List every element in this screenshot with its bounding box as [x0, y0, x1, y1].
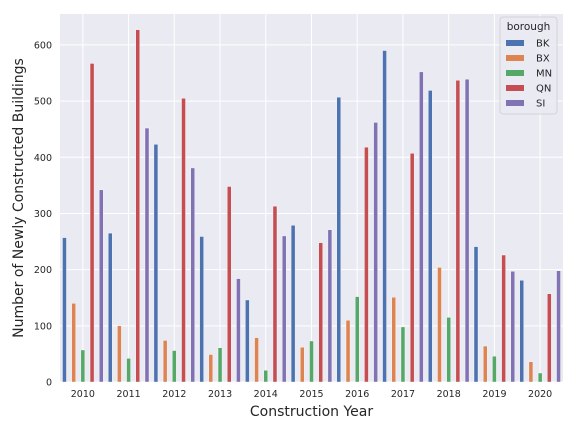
- bar-qn-2015: [318, 242, 323, 383]
- legend-label-qn: QN: [536, 84, 551, 95]
- bar-bk-2020: [519, 280, 524, 383]
- bar-bk-2013: [199, 236, 204, 383]
- x-tick-label: 2014: [254, 389, 278, 400]
- x-tick-label: 2011: [116, 389, 140, 400]
- legend-label-si: SI: [536, 99, 545, 110]
- bars: [62, 29, 561, 383]
- x-tick-label: 2017: [391, 389, 415, 400]
- legend-swatch-qn: [506, 85, 524, 91]
- grid-lines: [60, 14, 563, 383]
- bar-qn-2016: [364, 146, 369, 383]
- y-axis-label: Number of Newly Constructed Buildings: [11, 58, 27, 338]
- legend-swatch-bk: [506, 40, 524, 46]
- x-tick-label: 2019: [482, 389, 506, 400]
- x-tick-label: 2010: [71, 389, 95, 400]
- bar-bk-2015: [290, 225, 296, 383]
- bar-mn-2011: [126, 358, 131, 383]
- bar-si-2018: [464, 78, 470, 383]
- legend: borough BK BX MN QN SI: [499, 16, 558, 115]
- bar-qn-2010: [89, 63, 95, 383]
- bar-bx-2013: [208, 354, 214, 383]
- bar-qn-2017: [409, 153, 415, 383]
- bar-qn-2020: [547, 293, 552, 383]
- bar-bk-2011: [107, 232, 113, 383]
- bar-bk-2019: [473, 246, 479, 383]
- bar-mn-2019: [492, 355, 497, 383]
- y-tick-labels: 0 100 200 300 400 500 600: [34, 40, 52, 388]
- bar-bk-2017: [382, 50, 387, 383]
- bar-bx-2012: [162, 340, 168, 383]
- bar-bx-2010: [71, 303, 76, 383]
- y-tick-label: 100: [34, 321, 52, 332]
- bar-bx-2015: [300, 346, 305, 383]
- bar-bx-2017: [391, 296, 396, 383]
- bar-bx-2019: [483, 345, 488, 383]
- y-tick-label: 300: [34, 209, 52, 220]
- bar-si-2013: [236, 278, 241, 383]
- bar-qn-2018: [455, 80, 461, 383]
- y-tick-label: 200: [34, 265, 52, 276]
- bar-mn-2013: [217, 347, 223, 383]
- bar-si-2014: [281, 235, 287, 383]
- x-tick-label: 2013: [208, 389, 232, 400]
- x-tick-label: 2012: [162, 389, 186, 400]
- bar-si-2017: [419, 71, 424, 383]
- x-tick-label: 2015: [299, 389, 323, 400]
- bar-mn-2012: [172, 350, 177, 383]
- bar-bx-2020: [528, 361, 534, 383]
- bar-bx-2014: [254, 337, 259, 383]
- bar-mn-2017: [400, 326, 406, 383]
- x-tick-label: 2020: [528, 389, 552, 400]
- bar-mn-2015: [309, 340, 314, 383]
- bar-bx-2016: [345, 319, 351, 383]
- bar-bx-2018: [437, 267, 442, 383]
- y-tick-label: 0: [46, 378, 52, 389]
- x-tick-label: 2018: [437, 389, 461, 400]
- legend-label-mn: MN: [536, 69, 552, 80]
- legend-swatch-bx: [506, 55, 524, 61]
- bar-si-2012: [190, 167, 195, 383]
- legend-title: borough: [507, 21, 551, 33]
- legend-items: BK BX MN QN SI: [506, 39, 552, 110]
- bar-si-2015: [327, 229, 333, 383]
- legend-label-bx: BX: [536, 54, 550, 65]
- bar-bk-2012: [153, 144, 159, 383]
- bar-mn-2020: [537, 372, 543, 383]
- bar-bx-2011: [117, 325, 122, 383]
- bar-bk-2010: [62, 237, 67, 383]
- bar-si-2019: [510, 271, 516, 383]
- x-tick-label: 2016: [345, 389, 369, 400]
- bar-qn-2011: [135, 29, 140, 383]
- bar-mn-2018: [446, 317, 451, 383]
- bar-mn-2010: [80, 349, 86, 383]
- x-tick-labels: 2010 2011 2012 2013 2014 2015 2016 2017 2018 2019…: [71, 389, 552, 400]
- bar-si-2016: [373, 122, 378, 383]
- bar-bk-2018: [428, 90, 433, 383]
- bar-qn-2012: [181, 98, 186, 383]
- bar-qn-2014: [272, 205, 278, 383]
- y-tick-label: 400: [34, 153, 52, 164]
- bar-qn-2013: [227, 186, 232, 383]
- bar-si-2011: [144, 127, 150, 383]
- bar-mn-2016: [355, 296, 360, 383]
- legend-swatch-si: [506, 100, 524, 106]
- x-axis-label: Construction Year: [250, 404, 373, 420]
- bar-si-2020: [556, 270, 561, 383]
- bar-bk-2014: [245, 299, 250, 383]
- bar-si-2010: [99, 189, 104, 383]
- legend-swatch-mn: [506, 70, 524, 76]
- y-tick-label: 500: [34, 97, 52, 108]
- bar-qn-2019: [501, 254, 506, 383]
- bar-mn-2014: [263, 370, 268, 383]
- bar-bk-2016: [336, 96, 342, 383]
- y-tick-label: 600: [34, 40, 52, 51]
- legend-label-bk: BK: [536, 39, 550, 50]
